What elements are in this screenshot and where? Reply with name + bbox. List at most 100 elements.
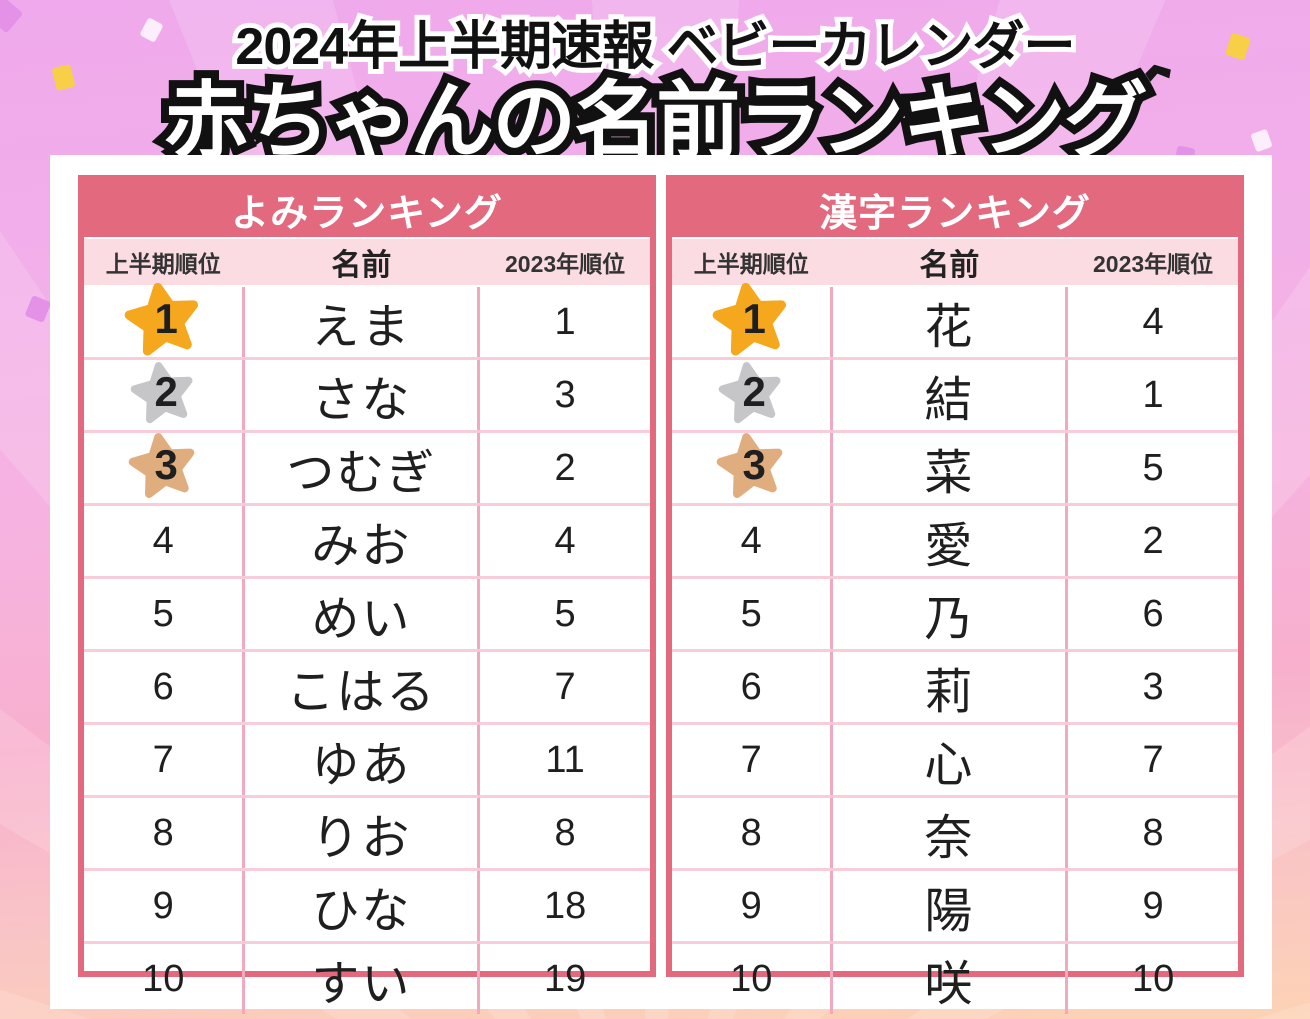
rank-cell: 1: [84, 282, 242, 357]
table-row: 8 奈 8: [672, 795, 1238, 868]
rank-cell: 3: [84, 433, 242, 503]
column-header-prev: 2023年順位: [1093, 251, 1214, 277]
rank-number: 6: [152, 665, 174, 708]
rank-cell: 9: [84, 871, 242, 941]
prev-rank-cell: 19: [543, 957, 587, 1000]
table-row: 8 りお 8: [84, 795, 650, 868]
table-row: 2 結 1: [672, 357, 1238, 430]
ranking-table: よみランキング 上半期順位 名前 2023年順位 1 えま 1 2: [78, 175, 656, 1014]
title-mainline: 赤ちゃんの名前ランキング: [0, 54, 1310, 175]
name-cell: りお: [242, 798, 481, 868]
prev-rank-cell: 7: [1142, 738, 1164, 781]
table-row: 5 めい 5: [84, 576, 650, 649]
rank-star-icon: [715, 357, 788, 430]
table-body: 1 花 4 2 結 1 3 菜 5 4: [672, 282, 1238, 1014]
table-row: 4 みお 4: [84, 503, 650, 576]
rank-star-icon: [120, 277, 207, 364]
table-row: 7 ゆあ 11: [84, 722, 650, 795]
name-cell: えま: [242, 287, 481, 357]
rank-cell: 7: [672, 725, 830, 795]
table-row: 3 つむぎ 2: [84, 430, 650, 503]
rank-number: 3: [742, 441, 766, 488]
rank-cell: 4: [84, 506, 242, 576]
table-row: 10 すい 19: [84, 941, 650, 1014]
name-cell: 陽: [830, 871, 1069, 941]
name-cell: さな: [242, 360, 481, 430]
rank-cell: 1: [672, 282, 830, 357]
rank-number: 7: [152, 738, 174, 781]
rank-number: 8: [152, 811, 174, 854]
table-row: 5 乃 6: [672, 576, 1238, 649]
name-cell: 愛: [830, 506, 1069, 576]
table-row: 3 菜 5: [672, 430, 1238, 503]
prev-rank-cell: 5: [1142, 446, 1164, 489]
name-cell: 結: [830, 360, 1069, 430]
rank-number: 2: [742, 368, 766, 415]
prev-rank-cell: 3: [554, 373, 576, 416]
table-row: 1 えま 1: [84, 282, 650, 357]
name-cell: みお: [242, 506, 481, 576]
rank-cell: 5: [84, 579, 242, 649]
column-header-prev: 2023年順位: [505, 251, 626, 277]
rank-number: 5: [740, 592, 762, 635]
rank-cell: 9: [672, 871, 830, 941]
prev-rank-cell: 7: [554, 665, 576, 708]
name-cell: 菜: [830, 433, 1069, 503]
rank-cell: 10: [672, 944, 830, 1014]
name-cell: すい: [242, 944, 481, 1014]
prev-rank-cell: 2: [1142, 519, 1164, 562]
table-title: よみランキング: [84, 181, 650, 237]
name-cell: めい: [242, 579, 481, 649]
ranking-table: 漢字ランキング 上半期順位 名前 2023年順位 1 花 4 2 結: [666, 175, 1244, 1014]
prev-rank-cell: 18: [543, 884, 587, 927]
rank-cell: 3: [672, 433, 830, 503]
name-cell: 花: [830, 287, 1069, 357]
rank-number: 1: [742, 295, 766, 342]
column-header-rank: 上半期順位: [693, 251, 809, 277]
rank-star-icon: [127, 357, 200, 430]
rank-number: 6: [740, 665, 762, 708]
prev-rank-cell: 6: [1142, 592, 1164, 635]
rank-cell: 8: [84, 798, 242, 868]
rank-number: 5: [152, 592, 174, 635]
table-row: 1 花 4: [672, 282, 1238, 357]
prev-rank-cell: 3: [1142, 665, 1164, 708]
table-row: 6 莉 3: [672, 649, 1238, 722]
rank-number: 10: [730, 957, 773, 1000]
table-row: 7 心 7: [672, 722, 1238, 795]
table-body: 1 えま 1 2 さな 3 3 つむぎ 2 4: [84, 282, 650, 1014]
rank-cell: 8: [672, 798, 830, 868]
table-row: 10 咲 10: [672, 941, 1238, 1014]
column-header-row: 上半期順位 名前 2023年順位: [84, 237, 650, 287]
rank-cell: 6: [672, 652, 830, 722]
rank-cell: 4: [672, 506, 830, 576]
rank-number: 2: [154, 368, 178, 415]
rank-star-icon: [712, 428, 790, 506]
table-row: 9 陽 9: [672, 868, 1238, 941]
table-row: 4 愛 2: [672, 503, 1238, 576]
name-cell: 乃: [830, 579, 1069, 649]
rank-number: 10: [142, 957, 185, 1000]
prev-rank-cell: 11: [545, 738, 585, 781]
prev-rank-cell: 8: [554, 811, 576, 854]
rank-number: 3: [154, 441, 178, 488]
rank-star-icon: [708, 277, 795, 364]
rank-number: 1: [154, 295, 178, 342]
prev-rank-cell: 4: [1142, 300, 1164, 343]
name-cell: ひな: [242, 871, 481, 941]
table-row: 6 こはる 7: [84, 649, 650, 722]
prev-rank-cell: 1: [554, 300, 576, 343]
prev-rank-cell: 8: [1142, 811, 1164, 854]
table-title: 漢字ランキング: [672, 181, 1238, 237]
rank-cell: 6: [84, 652, 242, 722]
tables: よみランキング 上半期順位 名前 2023年順位 1 えま 1 2: [50, 155, 1272, 1014]
prev-rank-cell: 4: [554, 519, 576, 562]
rank-number: 4: [740, 519, 762, 562]
name-cell: つむぎ: [242, 433, 481, 503]
prev-rank-cell: 1: [1142, 373, 1164, 416]
prev-rank-cell: 10: [1131, 957, 1175, 1000]
rank-cell: 7: [84, 725, 242, 795]
column-header-name: 名前: [919, 249, 980, 282]
rank-star-icon: [124, 428, 202, 506]
name-cell: 咲: [830, 944, 1069, 1014]
